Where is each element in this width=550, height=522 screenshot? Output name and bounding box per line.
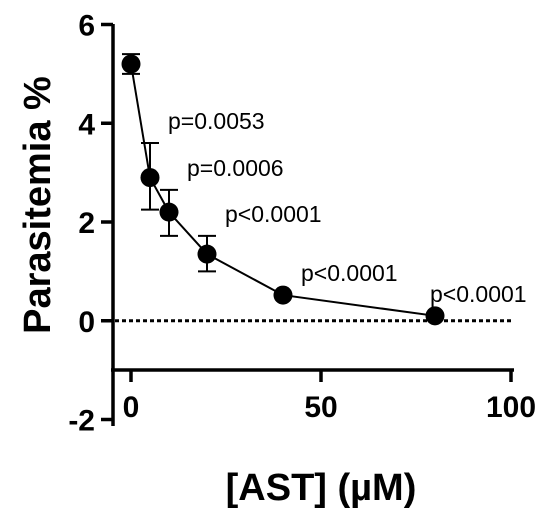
p-value-label: p<0.0001 <box>430 281 527 307</box>
data-labels: p=0.0053 p=0.0006 p<0.0001 p<0.0001 p<0.0001 <box>168 108 527 307</box>
x-tick-label: 100 <box>486 391 536 424</box>
y-tick-label: 2 <box>78 207 95 240</box>
y-tick-label: -2 <box>68 405 95 438</box>
p-value-label: p=0.0053 <box>168 108 265 134</box>
x-tick-label: 50 <box>304 391 337 424</box>
x-tick-label: 0 <box>123 391 140 424</box>
y-tick-label: 6 <box>78 10 95 43</box>
data-point <box>425 306 445 326</box>
ticks: -2 0 2 4 6 0 50 100 <box>68 10 536 438</box>
data-point <box>121 54 141 74</box>
data-point <box>273 285 293 305</box>
p-value-label: p<0.0001 <box>225 201 322 227</box>
axes <box>111 24 514 426</box>
x-axis-title: [AST] (µM) <box>226 467 417 509</box>
series-line <box>130 63 436 317</box>
data-point <box>140 168 160 188</box>
y-tick-label: 0 <box>78 306 95 339</box>
y-tick-label: 4 <box>78 108 95 141</box>
p-value-label: p=0.0006 <box>187 155 284 181</box>
data-point <box>159 202 179 222</box>
y-axis-title: Parasitemia % <box>17 76 59 334</box>
data-marks <box>121 53 445 326</box>
data-point <box>197 244 217 264</box>
p-value-label: p<0.0001 <box>301 260 398 286</box>
